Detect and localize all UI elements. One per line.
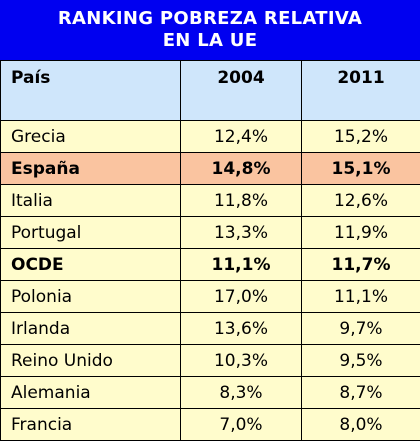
table-title-line-1: RANKING POBREZA RELATIVA <box>58 8 362 30</box>
table-title-line-2: EN LA UE <box>163 30 258 52</box>
value-2011-cell: 8,0% <box>302 409 420 441</box>
value-2004-cell: 11,8% <box>181 185 302 217</box>
value-2011-cell: 11,9% <box>302 217 420 249</box>
value-2004-cell: 14,8% <box>181 153 302 185</box>
country-cell: Portugal <box>1 217 181 249</box>
header-row: País 2004 2011 <box>1 61 420 121</box>
country-cell: Polonia <box>1 281 181 313</box>
column-header-2004: 2004 <box>181 61 302 121</box>
country-cell: Reino Unido <box>1 345 181 377</box>
value-2011-cell: 9,5% <box>302 345 420 377</box>
value-2011-cell: 15,1% <box>302 153 420 185</box>
value-2004-cell: 13,3% <box>181 217 302 249</box>
value-2004-cell: 11,1% <box>181 249 302 281</box>
country-cell: OCDE <box>1 249 181 281</box>
value-2011-cell: 12,6% <box>302 185 420 217</box>
value-2011-cell: 11,7% <box>302 249 420 281</box>
country-cell: Italia <box>1 185 181 217</box>
value-2011-cell: 15,2% <box>302 121 420 153</box>
country-cell: España <box>1 153 181 185</box>
country-cell: Irlanda <box>1 313 181 345</box>
value-2004-cell: 7,0% <box>181 409 302 441</box>
column-header-country: País <box>1 61 181 121</box>
value-2011-cell: 9,7% <box>302 313 420 345</box>
country-cell: Francia <box>1 409 181 441</box>
value-2004-cell: 10,3% <box>181 345 302 377</box>
value-2004-cell: 17,0% <box>181 281 302 313</box>
value-2004-cell: 8,3% <box>181 377 302 409</box>
value-2004-cell: 13,6% <box>181 313 302 345</box>
country-cell: Grecia <box>1 121 181 153</box>
value-2011-cell: 11,1% <box>302 281 420 313</box>
column-header-2011: 2011 <box>302 61 420 121</box>
table-title: RANKING POBREZA RELATIVA EN LA UE <box>0 0 420 60</box>
value-2011-cell: 8,7% <box>302 377 420 409</box>
country-cell: Alemania <box>1 377 181 409</box>
value-2004-cell: 12,4% <box>181 121 302 153</box>
